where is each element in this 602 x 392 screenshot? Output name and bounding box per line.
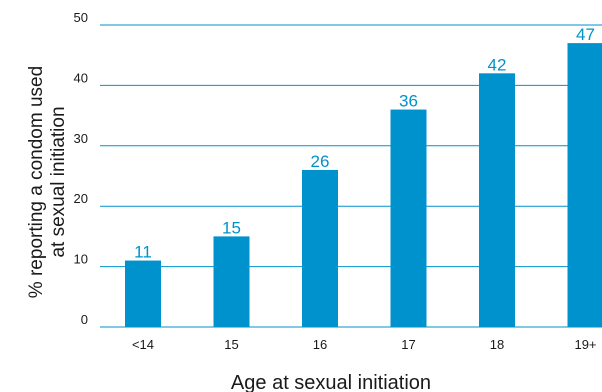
x-tick-label: 17	[401, 337, 415, 352]
x-tick-labels: <14 15 16 17 18 19+	[132, 337, 597, 352]
data-label: 26	[311, 152, 330, 171]
bars	[125, 43, 602, 328]
y-axis-title-line-2: at sexual initiation	[48, 106, 69, 257]
data-label: 42	[488, 55, 507, 74]
y-tick-label: 20	[74, 191, 88, 206]
data-label: 15	[222, 218, 241, 237]
x-axis-title: Age at sexual initiation	[231, 372, 431, 392]
y-tick-label: 10	[74, 252, 88, 267]
x-tick-label: 19+	[574, 337, 596, 352]
data-labels: 11 15 26 36 42 47	[134, 25, 595, 261]
bar	[213, 236, 250, 327]
y-tick-label: 50	[74, 10, 88, 25]
data-label: 11	[134, 243, 152, 262]
bar	[302, 169, 338, 327]
x-tick-label: 15	[224, 337, 238, 352]
y-tick-label: 0	[81, 312, 88, 327]
y-tick-label: 30	[74, 131, 88, 146]
bar	[479, 73, 515, 327]
x-tick-label: <14	[132, 337, 154, 352]
bar	[567, 43, 602, 328]
data-label: 36	[399, 92, 418, 111]
bar	[390, 109, 427, 327]
x-tick-label: 18	[490, 337, 504, 352]
data-label: 47	[576, 25, 595, 44]
gridlines	[100, 24, 602, 328]
y-axis-title: % reporting a condom used at sexual init…	[26, 66, 69, 298]
y-tick-labels: 0 10 20 30 40 50	[74, 10, 88, 327]
x-tick-label: 16	[313, 337, 327, 352]
y-axis-title-line-1: % reporting a condom used	[26, 66, 47, 298]
y-tick-label: 40	[74, 70, 88, 85]
bar	[125, 260, 161, 327]
